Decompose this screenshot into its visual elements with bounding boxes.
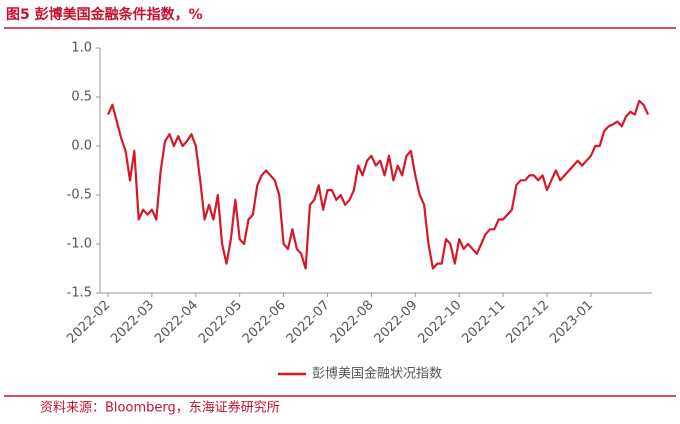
y-tick-label: -1.0 — [67, 237, 92, 252]
y-tick-label: -0.5 — [67, 188, 92, 203]
source-note: 资料来源：Bloomberg，东海证券研究所 — [40, 400, 280, 416]
x-tick-label: 2022-12 — [503, 298, 552, 347]
x-tick-label: 2022-03 — [108, 298, 157, 347]
y-tick-label: 1.0 — [71, 41, 92, 56]
x-tick-label: 2022-08 — [328, 298, 377, 347]
y-tick-label: 0.0 — [71, 139, 92, 154]
x-tick-label: 2022-09 — [372, 298, 421, 347]
x-tick-label: 2022-11 — [459, 298, 508, 347]
x-tick-label: 2022-10 — [416, 298, 465, 347]
y-tick-label: 0.5 — [71, 90, 92, 105]
x-tick-label: 2022-05 — [196, 298, 245, 347]
x-tick-label: 2022-06 — [240, 298, 289, 347]
chart-title: 图5 彭博美国金融条件指数，% — [6, 6, 203, 23]
x-tick-label: 2022-02 — [64, 298, 113, 347]
data-line — [106, 99, 650, 270]
y-tick-label: -1.5 — [67, 286, 92, 301]
x-tick-label: 2023-01 — [547, 298, 596, 347]
legend-label: 彭博美国金融状况指数 — [312, 366, 442, 382]
x-tick-label: 2022-04 — [152, 298, 201, 347]
x-tick-label: 2022-07 — [284, 298, 333, 347]
